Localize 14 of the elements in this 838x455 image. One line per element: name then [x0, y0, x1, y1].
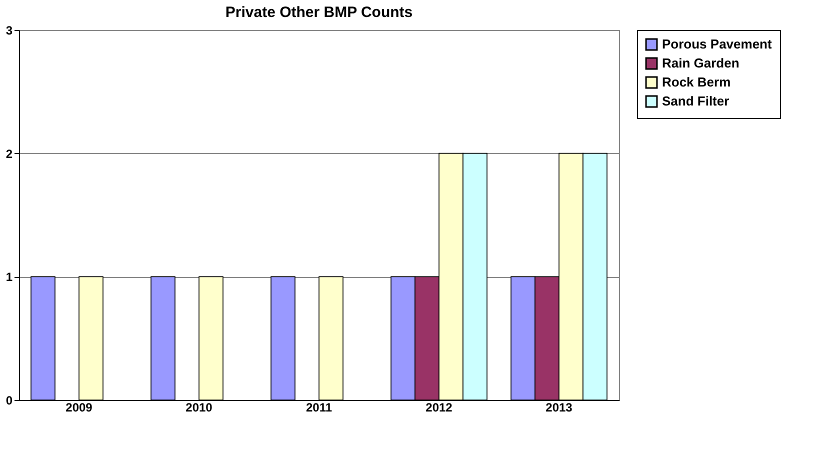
- x-tick-label: 2013: [546, 400, 573, 414]
- y-tick-label: 3: [6, 24, 13, 38]
- legend-label: Sand Filter: [662, 94, 730, 108]
- y-tick-label: 2: [6, 146, 13, 161]
- legend-label: Rock Berm: [662, 74, 731, 90]
- x-tick-label: 2012: [426, 400, 453, 414]
- y-tick-label: 1: [6, 270, 13, 284]
- x-tick-label: 2010: [186, 400, 213, 414]
- legend-label: Porous Pavement: [662, 36, 772, 52]
- legend-label: Rain Garden: [662, 56, 740, 70]
- y-tick-label: 0: [6, 394, 13, 408]
- x-tick-label: 2009: [66, 400, 93, 414]
- chart-title: Private Other BMP Counts: [225, 4, 413, 21]
- x-tick-label: 2011: [306, 400, 332, 414]
